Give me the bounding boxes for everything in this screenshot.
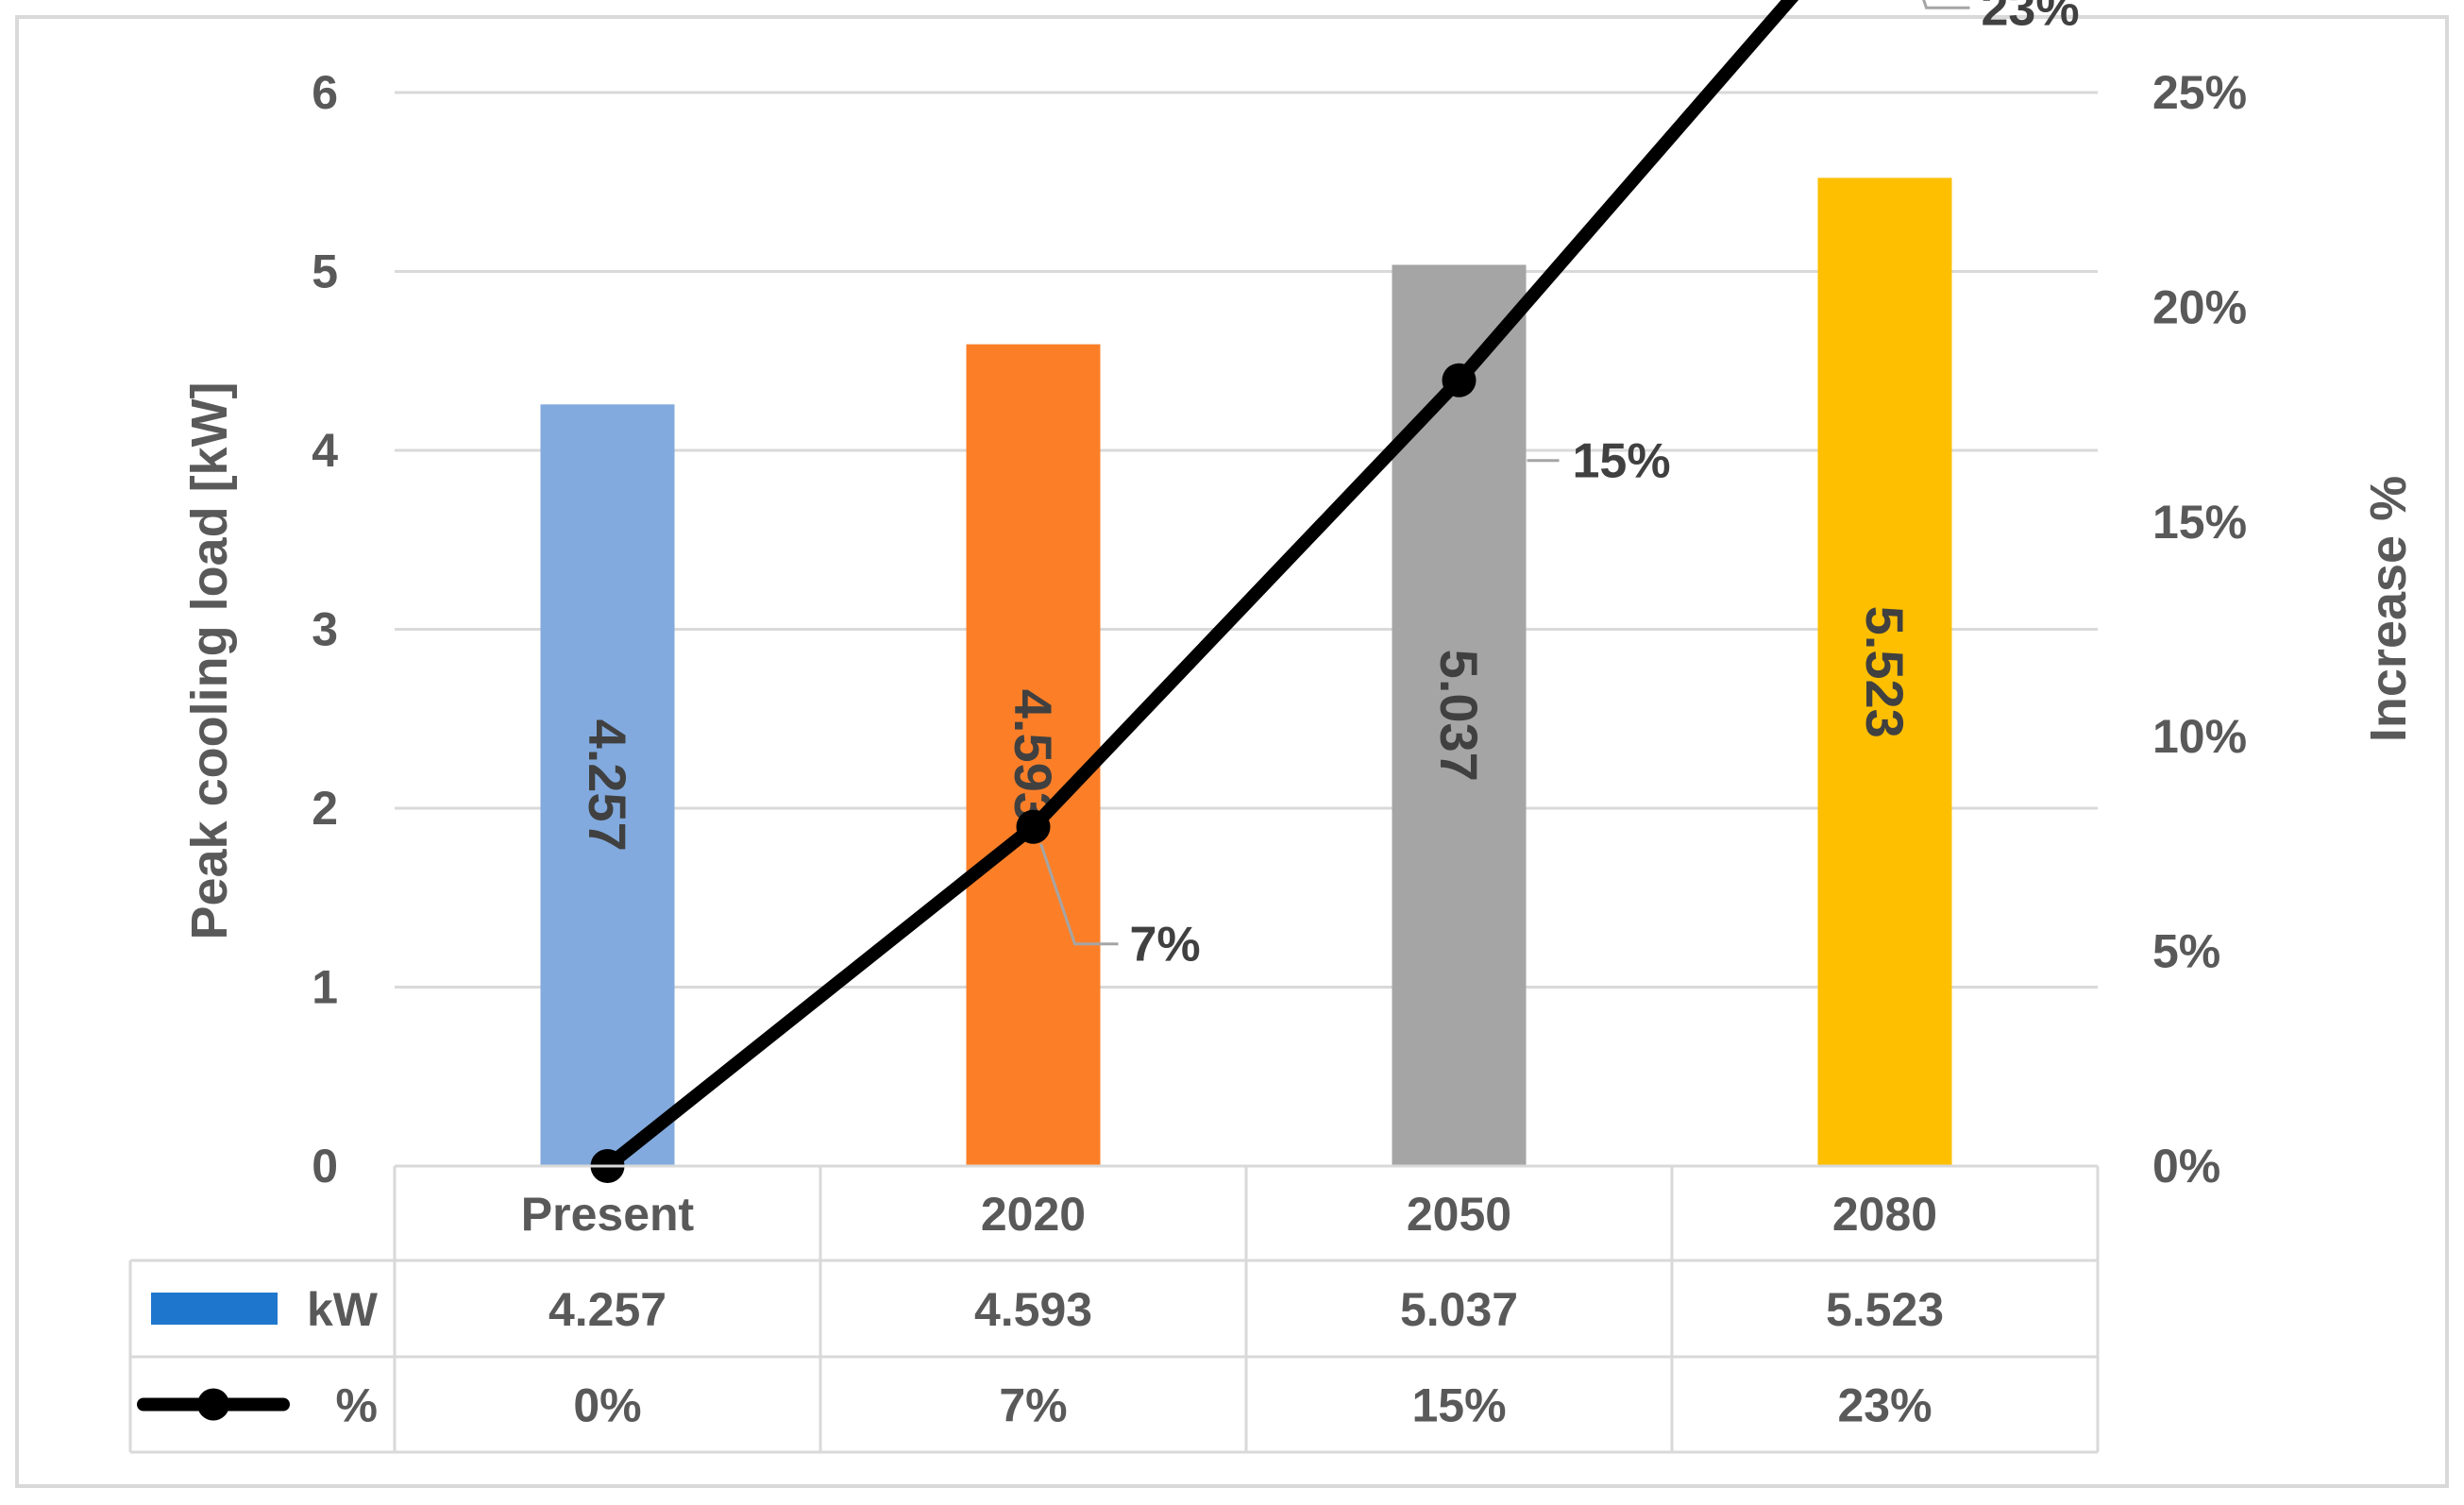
- label-leader-line: [1039, 843, 1119, 946]
- y-tick-label: 4: [312, 424, 338, 477]
- table-cell: 5.037: [1400, 1283, 1518, 1336]
- line-marker: [1016, 809, 1051, 844]
- legend-label: %: [336, 1379, 378, 1432]
- table-cell: 23%: [1837, 1379, 1932, 1432]
- line-path: [603, 0, 1799, 1172]
- y2-tick-label: 20%: [2152, 280, 2247, 333]
- legend-key-bar: [151, 1293, 278, 1325]
- y-tick-label: 3: [312, 603, 338, 656]
- y2-tick-label: 0%: [2152, 1140, 2220, 1192]
- line-marker: [1442, 363, 1477, 397]
- legend-label: kW: [307, 1283, 379, 1336]
- y-tick-label: 5: [312, 245, 338, 298]
- x-tick-label: 2050: [1407, 1188, 1511, 1241]
- bar-value-labels: 4.257 4.593 5.037 5.523: [578, 606, 1915, 852]
- line-value-label: 7%: [1130, 918, 1201, 972]
- y-tick-label: 0: [312, 1140, 338, 1192]
- line-value-label: 15%: [1573, 434, 1671, 489]
- bar-series: [540, 178, 1952, 1167]
- table-cell: 4.593: [974, 1283, 1092, 1336]
- chart-border: [15, 15, 2449, 1488]
- x-tick-label: 2080: [1832, 1188, 1937, 1241]
- table-cell: 0%: [573, 1379, 641, 1432]
- bar-value-label: 4.257: [578, 719, 637, 852]
- bar: [966, 344, 1101, 1167]
- x-tick-label: 2020: [981, 1188, 1086, 1241]
- y-axis-right-title: Increase %: [2360, 476, 2417, 742]
- x-tick-label: Present: [521, 1188, 695, 1241]
- y-tick-label: 2: [312, 782, 338, 835]
- bar: [540, 404, 675, 1167]
- y-tick-label: 1: [312, 961, 338, 1014]
- y2-tick-label: 25%: [2152, 66, 2247, 119]
- bar: [1392, 264, 1527, 1166]
- legend-key-marker: [197, 1388, 229, 1421]
- y2-tick-label: 5%: [2152, 925, 2220, 978]
- data-table: Present 2020 2050 2080 4.257 4.593 5.037 5.523 k…: [128, 1164, 2100, 1454]
- line-value-label: 23%: [1982, 0, 2080, 36]
- table-cell: 5.523: [1826, 1283, 1944, 1336]
- table-cell: 7%: [999, 1379, 1067, 1432]
- y2-tick-label: 10%: [2152, 710, 2247, 763]
- bar-value-label: 5.523: [1855, 606, 1915, 738]
- y-axis-left-title: Peak cooling load [kW]: [181, 381, 238, 939]
- y2-tick-label: 15%: [2152, 496, 2247, 549]
- y-axis-right-ticks: 0% 5% 10% 15% 20% 25%: [2152, 66, 2247, 1192]
- y-tick-label: 6: [312, 66, 338, 119]
- table-cell: 4.257: [548, 1283, 667, 1336]
- label-leader-line: [1922, 0, 1970, 9]
- bar: [1817, 178, 1952, 1167]
- table-cell: 15%: [1411, 1379, 1506, 1432]
- gridlines: [395, 91, 2098, 989]
- y-axis-left-ticks: 0 1 2 3 4 5 6: [312, 66, 338, 1192]
- bar-value-label: 5.037: [1429, 650, 1489, 782]
